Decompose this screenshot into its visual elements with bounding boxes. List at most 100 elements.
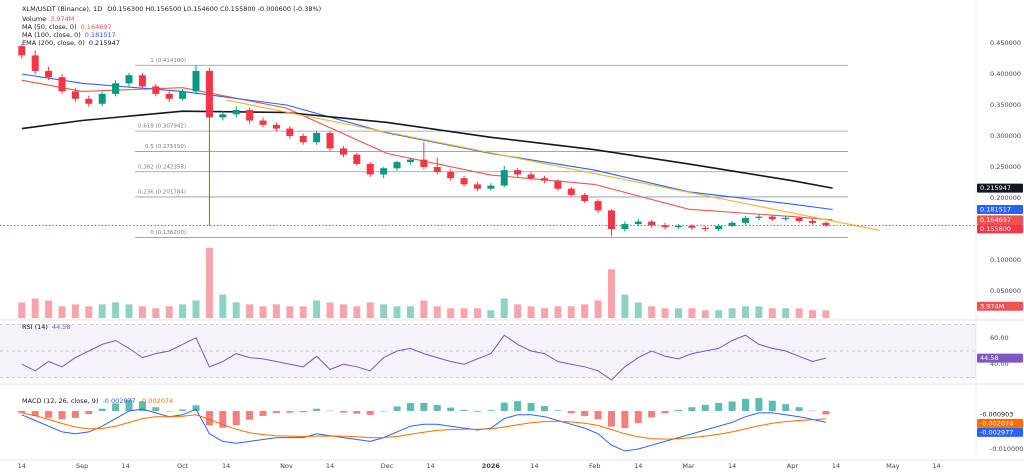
candle-body (380, 168, 388, 175)
volume-bar (138, 306, 146, 318)
volume-bar (366, 302, 374, 318)
macd-histogram-bar (112, 403, 120, 411)
candle-body (406, 159, 414, 163)
candle-body (581, 194, 589, 202)
macd-histogram-bar (487, 410, 495, 411)
candle-body (299, 136, 307, 143)
macd-histogram-bar (460, 409, 468, 411)
candle-body (326, 132, 334, 149)
candle-body (648, 221, 656, 226)
candle-body (339, 148, 347, 155)
candle-body (768, 216, 776, 220)
macd-histogram-bar (125, 399, 133, 411)
volume-bar (219, 294, 227, 318)
macd-histogram-bar (648, 410, 656, 418)
legend-value: 0.181517 (85, 31, 116, 39)
price-badge: 0.155800 (980, 225, 1011, 233)
macd-histogram-bar (594, 410, 602, 420)
candle-body (674, 225, 682, 228)
candle-body (366, 163, 374, 175)
legend-value: -0.002074 (140, 397, 173, 405)
candle-body (607, 210, 615, 230)
candle-body (460, 178, 468, 185)
legend-value: 44.58 (52, 323, 71, 331)
volume-bar (286, 306, 294, 318)
volume-badge: 3.974M (980, 302, 1004, 310)
volume-bar (782, 308, 790, 318)
macd-histogram-bar (353, 410, 361, 414)
macd-histogram-bar (366, 410, 374, 415)
volume-badge-bg (977, 301, 1023, 311)
macd-badge: -0.002074 (980, 419, 1013, 427)
volume-bar (272, 304, 280, 318)
volume-bar (648, 306, 656, 318)
volume-bar (31, 298, 39, 318)
macd-histogram-bar (809, 410, 816, 412)
macd-histogram-bar (514, 401, 522, 411)
volume-bar (594, 300, 602, 318)
macd-histogram-bar (447, 407, 455, 411)
volume-bar (527, 306, 535, 318)
volume-bar (661, 308, 669, 318)
macd-histogram-bar (728, 401, 736, 411)
fib-label: 0.5 (0.275150) (145, 144, 186, 150)
macd-histogram-bar (219, 410, 227, 428)
macd-histogram-bar (31, 410, 39, 416)
volume-bar (822, 310, 830, 318)
legend-value: -0.002977 (102, 397, 135, 405)
volume-bar (299, 306, 307, 318)
volume-bar (447, 308, 455, 318)
y-tick-label: 0.050000 (990, 287, 1021, 295)
macd-histogram-bar (621, 410, 629, 429)
price-badge: 0.215947 (980, 184, 1011, 192)
macd-histogram-bar (313, 408, 321, 411)
macd-histogram-bar (58, 410, 66, 420)
candle-body (527, 174, 535, 179)
macd-histogram-bar (138, 401, 146, 411)
volume-bar (205, 247, 213, 318)
volume-bar (179, 304, 187, 318)
candle-body (540, 178, 548, 181)
candle-body (661, 225, 669, 228)
volume-bar (192, 300, 200, 318)
x-tick-label: 14 (728, 462, 736, 470)
macd-line (21, 412, 826, 440)
macd-histogram-bar (326, 410, 334, 412)
macd-histogram-bar (85, 410, 93, 415)
candle-body (393, 162, 401, 169)
volume-bar (406, 306, 414, 318)
candle-body (219, 114, 227, 118)
macd-histogram-bar (500, 402, 508, 411)
volume-bar (259, 306, 267, 318)
macd-histogram-bar (192, 405, 200, 411)
candle-body (85, 98, 93, 104)
macd-badge-bg (977, 427, 1023, 437)
macd-histogram-bar (393, 406, 401, 411)
macd-histogram-bar (688, 407, 696, 411)
candle-body (71, 91, 79, 99)
volume-bar (634, 302, 642, 318)
volume-bar (581, 304, 589, 318)
macd-histogram-bar (782, 404, 790, 411)
macd-histogram-bar (259, 410, 267, 416)
candle-body (232, 109, 240, 115)
candle-body (246, 109, 254, 121)
moving-average (21, 110, 833, 189)
volume-bar (339, 304, 347, 318)
x-tick-label: Nov (280, 462, 293, 470)
macd-badge: -0.000903 (980, 410, 1013, 418)
volume-bar (152, 308, 160, 318)
candle-body (18, 46, 26, 56)
candle-body (45, 70, 53, 78)
macd-histogram-bar (380, 410, 388, 412)
volume-bar (71, 304, 79, 318)
x-tick-label: 14 (634, 462, 642, 470)
macd-histogram-bar (246, 410, 254, 420)
x-tick-label: Apr (787, 462, 799, 470)
volume-bar (433, 306, 441, 318)
candle-body (58, 77, 66, 92)
macd-histogram-bar (152, 407, 160, 411)
volume-bar (232, 302, 240, 318)
fib-label: 0 (0.136200) (150, 230, 186, 236)
